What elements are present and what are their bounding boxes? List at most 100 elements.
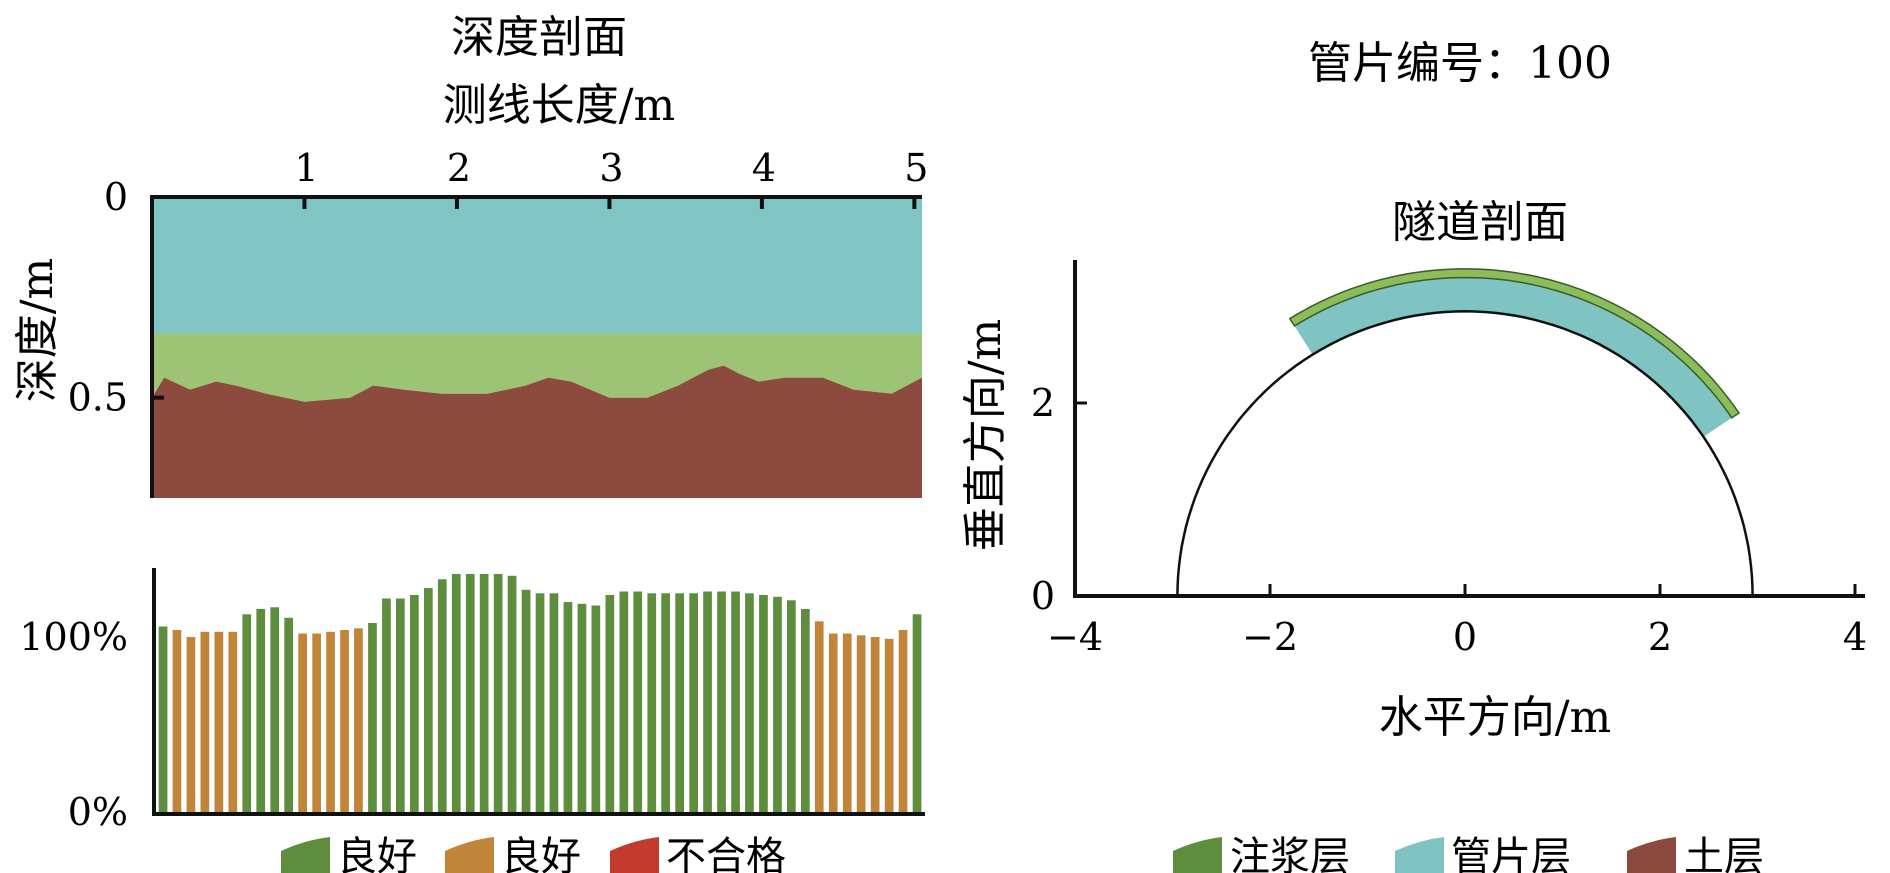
- quality-bar: [633, 591, 643, 812]
- quality-bar: [424, 588, 433, 812]
- quality-bar: [661, 593, 670, 813]
- quality-bar: [870, 637, 880, 812]
- depth-profile-x-axis-label: 测线长度/m: [443, 80, 676, 131]
- quality-bar: [382, 598, 391, 812]
- quality-bar: [842, 633, 852, 812]
- tunnel-y-tick-label: 0: [1031, 574, 1055, 618]
- quality-bar: [898, 630, 908, 812]
- quality-bar: [828, 633, 838, 812]
- depth-x-tick-label: 3: [599, 146, 623, 190]
- tunnel-layers: [1176, 268, 1754, 597]
- quality-bar: [214, 631, 224, 813]
- quality-bar: [703, 591, 712, 812]
- quality-bar: [647, 593, 657, 813]
- quality-bar: [326, 631, 335, 813]
- legend-item-segment-layer: 管片层: [1395, 834, 1571, 873]
- depth-x-tick-label: 2: [447, 146, 471, 190]
- quality-bar: [717, 591, 726, 812]
- legend-item-good-green: 良好: [281, 834, 417, 873]
- quality-bar: [759, 595, 768, 812]
- quality-bar: [242, 614, 252, 813]
- legend-item-good-orange: 良好: [445, 834, 581, 873]
- quality-bar: [549, 593, 559, 813]
- legend-swatch-good-green: [281, 837, 330, 873]
- legend-swatch-segment-layer: [1395, 837, 1444, 873]
- quality-bar: [787, 600, 796, 813]
- quality-bar: [340, 630, 349, 812]
- legend-label-good-orange: 良好: [501, 834, 581, 873]
- quality-bar: [507, 575, 517, 813]
- legend-label-soil-layer: 土层: [1684, 834, 1764, 873]
- quality-bar: [396, 598, 405, 812]
- quality-bar: [521, 589, 531, 813]
- quality-legend: 良好 良好 不合格: [281, 834, 786, 873]
- quality-bar: [479, 574, 489, 812]
- tunnel-section-panel: 管片编号：100 隧道剖面 水平方向/m 垂直方向/m −4 −2 0 2 4 20: [960, 38, 1867, 743]
- tunnel-y-ticks: 20: [1031, 381, 1087, 618]
- legend-swatch-unqualified: [610, 837, 659, 873]
- tunnel-outline: [1176, 310, 1754, 597]
- legend-item-grout-layer: 注浆层: [1173, 834, 1350, 873]
- quality-bar: [284, 617, 293, 813]
- legend-label-grout-layer: 注浆层: [1230, 834, 1350, 873]
- depth-profile-y-axis-label: 深度/m: [12, 258, 63, 403]
- grout-layer-arc: [1288, 268, 1741, 419]
- quality-bars: [158, 574, 922, 813]
- quality-bar: [354, 628, 363, 813]
- quality-bar: [884, 638, 894, 813]
- quality-bar: [773, 596, 782, 813]
- depth-layers: [152, 197, 922, 498]
- quality-bar: [228, 631, 238, 813]
- quality-bar: [172, 630, 182, 812]
- quality-bar: [535, 593, 545, 813]
- legend-label-unqualified: 不合格: [666, 834, 786, 873]
- quality-bar: [605, 595, 615, 812]
- quality-bar: [912, 614, 922, 813]
- tunnel-x-tick-label: 4: [1843, 615, 1867, 659]
- quality-bar: [451, 574, 461, 812]
- quality-bar: [801, 609, 810, 812]
- tunnel-y-axis-label: 垂直方向/m: [960, 319, 1011, 552]
- tunnel-x-tick-label: 2: [1648, 615, 1672, 659]
- quality-bar: [591, 605, 601, 812]
- tunnel-x-axis-label: 水平方向/m: [1379, 692, 1612, 743]
- quality-bar: [814, 621, 824, 813]
- legend-label-good-green: 良好: [337, 834, 417, 873]
- depth-y-tick-label: 0.5: [68, 376, 128, 420]
- depth-x-tick-label: 5: [904, 146, 928, 190]
- quality-bar: [563, 602, 573, 812]
- depth-profile-x-ticks: 1 2 3 4 5: [294, 146, 928, 209]
- quality-bar: [270, 607, 280, 813]
- quality-bar: [465, 574, 475, 812]
- quality-bar: [186, 637, 196, 812]
- quality-bar: [675, 593, 684, 813]
- tunnel-x-tick-label: −4: [1047, 615, 1103, 659]
- tunnel-x-tick-label: −2: [1242, 615, 1298, 659]
- bar-y-tick-label: 0%: [68, 790, 128, 834]
- legend-item-soil-layer: 土层: [1627, 834, 1764, 873]
- quality-bar: [577, 603, 587, 813]
- soil-layer-area: [152, 365, 922, 498]
- segment-layer-arc: [1294, 277, 1732, 437]
- depth-y-tick-label: 0: [104, 175, 128, 219]
- depth-x-tick-label: 1: [294, 146, 318, 190]
- quality-bar: [200, 631, 210, 813]
- grout-layer-area: [152, 333, 922, 402]
- quality-bar: [619, 591, 629, 812]
- tunnel-x-ticks: −4 −2 0 2 4: [1047, 584, 1867, 659]
- bar-y-tick-label: 100%: [19, 615, 128, 659]
- quality-bar: [368, 623, 377, 812]
- tunnel-x-tick-label: 0: [1453, 615, 1477, 659]
- legend-item-unqualified: 不合格: [610, 834, 786, 873]
- layer-legend: 注浆层 管片层 土层: [1173, 834, 1764, 873]
- segment-number-title: 管片编号：100: [1308, 38, 1612, 89]
- quality-bar: [856, 635, 866, 813]
- tunnel-y-tick-label: 2: [1031, 381, 1055, 425]
- quality-bar-panel: 100% 0%: [19, 568, 925, 834]
- quality-bar: [298, 633, 307, 812]
- quality-bar: [158, 626, 168, 812]
- quality-bar: [312, 633, 321, 812]
- quality-bar: [493, 574, 503, 812]
- quality-bar: [437, 579, 447, 813]
